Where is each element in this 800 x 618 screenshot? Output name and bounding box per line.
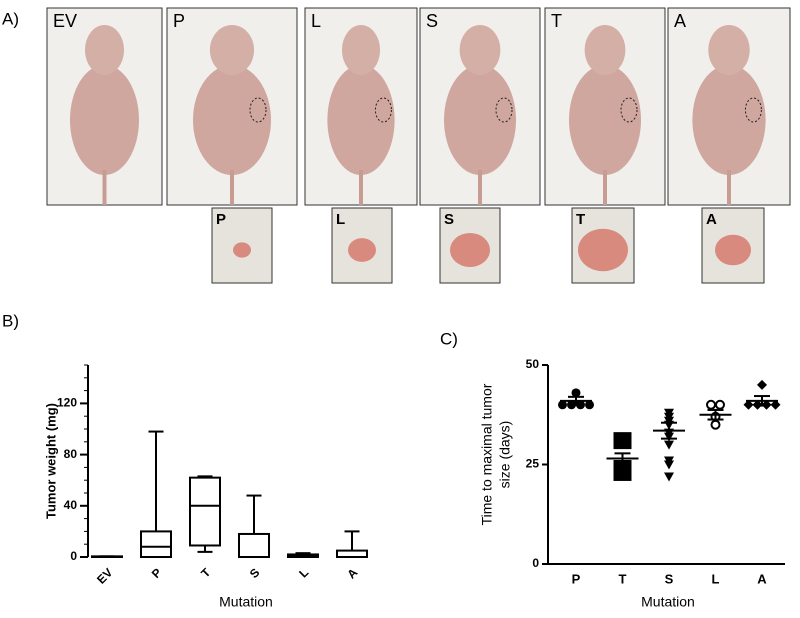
box [140,530,172,559]
tumor-label: L [336,211,345,228]
point [613,440,623,450]
mouse-body [569,65,641,175]
mouse-body [193,65,271,175]
y-tick-label: 0 [532,556,539,570]
tumor-outline [249,97,267,123]
point [664,460,674,470]
x-tick-label: S [665,571,674,586]
tumor-outline [620,97,638,123]
photo-label: L [311,11,321,31]
photo-label: EV [53,11,77,31]
point [613,471,623,481]
photo-label: S [426,11,438,31]
tumor [450,233,490,267]
mouse-head [341,25,381,75]
y-tick-label: 40 [64,498,78,512]
y-axis-title: Time to maximal tumor [479,383,495,525]
tumor-label: P [216,211,226,228]
point [585,400,594,410]
panel-label: B) [2,311,19,330]
mouse-head [584,25,626,75]
x-tick-label: A [344,565,360,581]
mouse-head [84,25,125,75]
point [622,440,632,450]
tumor [233,242,251,258]
mouse-body [444,65,516,175]
mouse-head [209,25,255,75]
tumor-label: S [444,211,454,228]
point [715,399,725,410]
tumor [715,234,751,266]
x-axis-title: Mutation [641,594,695,610]
panel-label: C) [440,329,458,348]
point [571,388,581,398]
box [238,532,270,559]
x-tick-label: EV [94,565,115,586]
x-tick-label: L [296,565,311,580]
point [710,419,721,430]
panel-label: A) [2,9,19,28]
x-tick-label: A [757,571,767,586]
tumor [348,238,376,262]
mouse-head [708,25,750,75]
x-axis-title: Mutation [219,594,273,610]
y-tick-label: 50 [526,357,540,371]
point [613,432,623,442]
x-tick-label: P [149,565,165,581]
point [558,400,567,410]
point [622,432,632,442]
mouse-body [692,65,766,175]
y-tick-label: 25 [526,457,540,471]
y-tick-label: 80 [64,447,78,461]
x-tick-label: T [619,571,627,586]
photo-label: P [173,11,185,31]
tumor-label: T [576,211,585,228]
photo-label: T [551,11,562,31]
tumor-label: A [706,211,717,228]
x-tick-label: P [572,571,581,586]
tumor-outline [744,97,762,123]
mouse-body [327,65,395,175]
tumor-outline [374,97,392,123]
photo-label: A [674,11,686,31]
point [664,440,674,450]
point [706,399,716,410]
point [757,379,767,390]
x-tick-label: T [198,565,214,581]
point [664,472,674,482]
box [189,476,221,547]
mouse-body [70,65,139,175]
point [743,399,754,410]
y-tick-label: 0 [70,549,77,563]
y-tick-label: 120 [57,396,77,410]
x-tick-label: S [247,565,263,581]
tumor [578,228,628,272]
y-axis-title: size (days) [497,421,513,489]
point [770,399,781,410]
mouse-head [459,25,501,75]
y-axis-title: Tumor weight (mg) [43,403,58,519]
x-tick-label: L [712,571,720,586]
point [622,471,632,481]
tumor-outline [495,97,513,123]
